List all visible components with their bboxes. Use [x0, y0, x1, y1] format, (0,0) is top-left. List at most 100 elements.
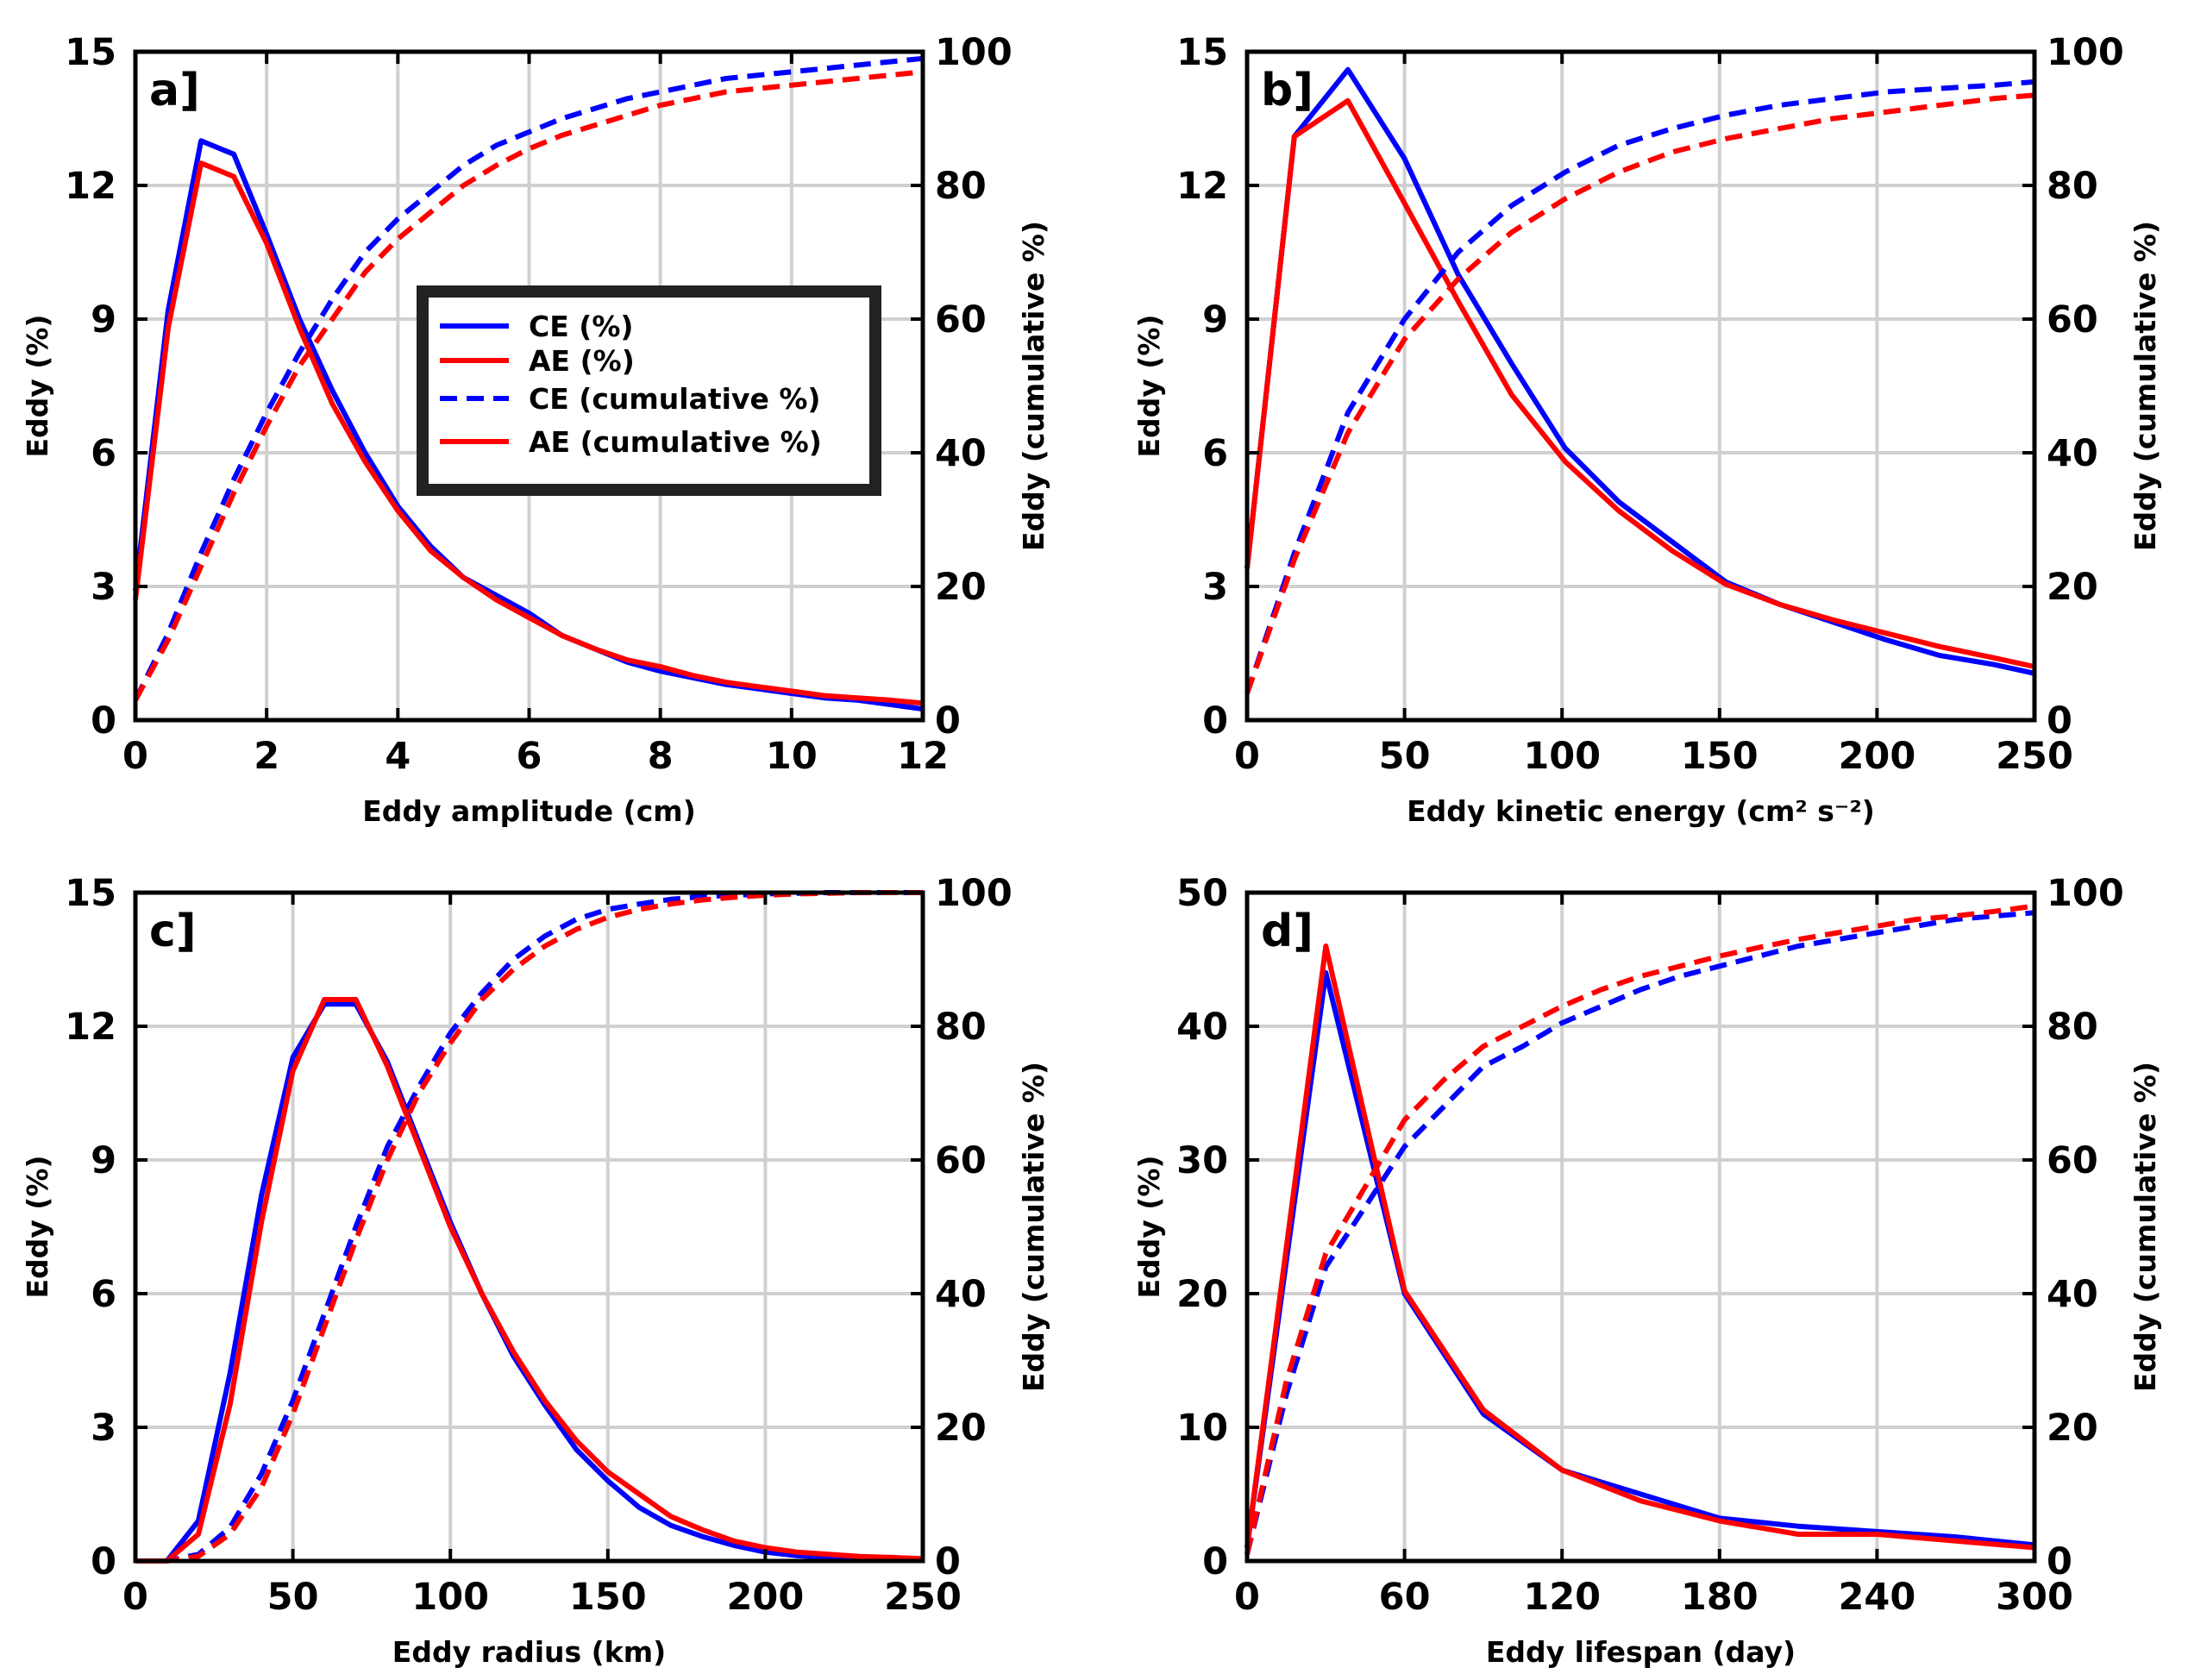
y2-tick-label: 20: [2047, 566, 2098, 609]
x-tick-label: 180: [1681, 1576, 1759, 1619]
series-ae: [133, 160, 924, 706]
x-tick-label: 150: [569, 1576, 647, 1619]
x-tick-label: 0: [1234, 1576, 1260, 1619]
y2-tick-label: 0: [935, 1540, 961, 1583]
y-tick-label: 12: [1176, 165, 1228, 208]
y2-axis-label: Eddy (cumulative %): [2128, 221, 2162, 551]
y2-tick-label: 80: [2047, 165, 2098, 208]
y2-tick-label: 40: [2047, 1273, 2098, 1316]
y2-tick-label: 80: [935, 1006, 987, 1049]
y-tick-label: 3: [91, 566, 116, 609]
x-tick-label: 12: [897, 735, 949, 778]
legend: CE (%)AE (%) CE (cumulative %) AE (cumulat…: [417, 285, 881, 496]
y2-tick-label: 100: [2047, 872, 2124, 915]
x-tick-label: 100: [1523, 735, 1601, 778]
chart-panel-c: 0 50 100 150 200 25003691215020406080100Eddy …: [21, 872, 1050, 1669]
y2-tick-label: 20: [935, 1407, 987, 1450]
y-tick-label: 0: [91, 699, 116, 743]
y2-axis-label: Eddy (cumulative %): [1017, 1062, 1050, 1392]
y2-tick-label: 40: [935, 1273, 987, 1316]
y-tick-label: 3: [91, 1407, 116, 1450]
y2-tick-label: 20: [2047, 1407, 2098, 1450]
x-tick-label: 250: [1996, 735, 2073, 778]
series-ce-cumulative: [135, 890, 923, 1564]
y2-tick-label: 0: [2047, 699, 2072, 743]
y-axis-label: Eddy (%): [21, 1155, 54, 1298]
y2-tick-label: 0: [2047, 1540, 2072, 1583]
series-ae-cumulative: [133, 69, 924, 702]
x-tick-label: 250: [884, 1576, 962, 1619]
plot-area: [1247, 893, 2034, 1561]
legend-entry-label: AE (cumulative %): [529, 425, 822, 459]
y-tick-label: 10: [1176, 1407, 1228, 1450]
x-tick-label: 60: [1379, 1576, 1431, 1619]
axes-frame: [133, 890, 925, 1564]
y-tick-label: 20: [1176, 1273, 1228, 1316]
y2-tick-label: 20: [935, 566, 987, 609]
panel-label: b]: [1261, 65, 1313, 116]
x-tick-label: 240: [1839, 1576, 1916, 1619]
y2-tick-label: 40: [935, 432, 987, 475]
plot-area: [135, 893, 923, 1561]
x-tick-label: 0: [1234, 735, 1260, 778]
x-tick-label: 4: [385, 735, 411, 778]
panel-label: d]: [1261, 906, 1313, 957]
y-tick-label: 0: [91, 1540, 116, 1583]
x-tick-label: 100: [411, 1576, 489, 1619]
x-tick-label: 8: [648, 735, 674, 778]
series-ae-cumulative: [1244, 903, 2035, 1555]
y2-axis-label: Eddy (cumulative %): [1017, 221, 1050, 551]
y2-tick-label: 100: [2047, 31, 2124, 74]
y2-tick-label: 80: [935, 165, 987, 208]
y-tick-label: 9: [1202, 298, 1228, 342]
x-axis-label: Eddy lifespan (day): [1486, 1635, 1796, 1669]
y2-axis-label: Eddy (cumulative %): [2128, 1062, 2162, 1392]
series-ae: [135, 997, 924, 1564]
series-ae: [1244, 97, 2035, 669]
series-ce-cumulative: [133, 55, 924, 702]
axes-frame: [1244, 49, 2037, 723]
y2-tick-label: 80: [2047, 1006, 2098, 1049]
legend-entry-label: AE (%): [529, 344, 635, 378]
y2-tick-label: 100: [935, 31, 1012, 74]
x-tick-label: 150: [1681, 735, 1759, 778]
y-tick-label: 40: [1176, 1006, 1228, 1049]
series-ae: [1244, 943, 2035, 1551]
x-tick-label: 120: [1523, 1576, 1601, 1619]
x-tick-label: 50: [267, 1576, 319, 1619]
series-ce-cumulative: [1244, 78, 2035, 694]
y-tick-label: 3: [1202, 566, 1228, 609]
x-axis-label: Eddy kinetic energy (cm² s⁻²): [1407, 794, 1875, 828]
series-ce: [1244, 66, 2035, 676]
x-axis-label: Eddy amplitude (cm): [362, 794, 696, 828]
x-tick-label: 0: [122, 1576, 148, 1619]
y2-tick-label: 100: [935, 872, 1012, 915]
chart-panel-d: 0 60 120 180 240 30001020304050020406080100Ed…: [1132, 872, 2162, 1669]
x-tick-label: 10: [766, 735, 818, 778]
y2-tick-label: 40: [2047, 432, 2098, 475]
x-tick-label: 2: [254, 735, 279, 778]
x-tick-label: 300: [1996, 1576, 2073, 1619]
y-axis-label: Eddy (%): [21, 314, 54, 457]
y-tick-label: 6: [1202, 432, 1228, 475]
x-tick-label: 6: [517, 735, 542, 778]
y-tick-label: 0: [1202, 1540, 1228, 1583]
x-axis-label: Eddy radius (km): [392, 1635, 666, 1669]
y-tick-label: 0: [1202, 699, 1228, 743]
series-ce-cumulative: [1244, 910, 2035, 1556]
y2-tick-label: 60: [2047, 298, 2098, 342]
y-tick-label: 9: [91, 1139, 116, 1182]
panel-label: c]: [149, 906, 197, 957]
y-tick-label: 15: [1176, 31, 1228, 74]
axes-frame: [1244, 890, 2037, 1564]
y2-tick-label: 0: [935, 699, 961, 743]
legend-entry-label: CE (cumulative %): [529, 382, 820, 416]
y-tick-label: 50: [1176, 872, 1228, 915]
y-tick-label: 12: [65, 1006, 116, 1049]
x-tick-label: 0: [122, 735, 148, 778]
legend-entry-label: CE (%): [529, 310, 633, 343]
series-ae-cumulative: [135, 890, 923, 1564]
y-tick-label: 30: [1176, 1139, 1228, 1182]
y-tick-label: 12: [65, 165, 116, 208]
